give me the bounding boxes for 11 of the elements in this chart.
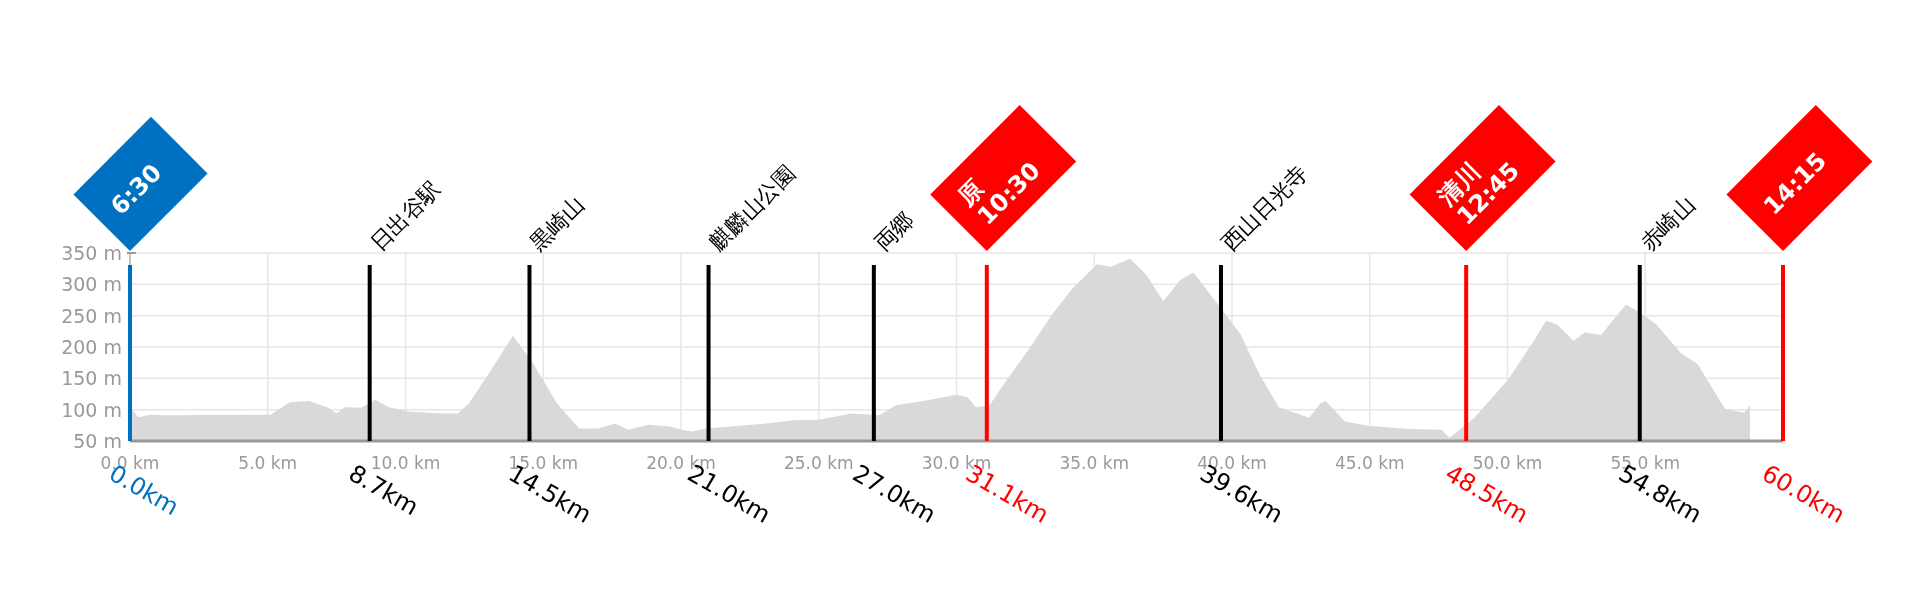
x-tick-label: 25.0 km	[783, 453, 854, 473]
y-tick-label: 200 m	[61, 336, 122, 358]
x-tick-label: 45.0 km	[1334, 453, 1405, 473]
y-tick-label: 300 m	[61, 273, 122, 296]
y-tick-label: 150 m	[61, 367, 122, 390]
y-tick-label: 250 m	[61, 304, 122, 327]
y-tick-label: 50 m	[73, 430, 122, 452]
x-tick-label: 50.0 km	[1472, 453, 1543, 473]
x-tick-label: 5.0 km	[238, 453, 298, 473]
y-tick-label: 100 m	[61, 398, 122, 421]
x-tick-label: 35.0 km	[1059, 453, 1130, 473]
